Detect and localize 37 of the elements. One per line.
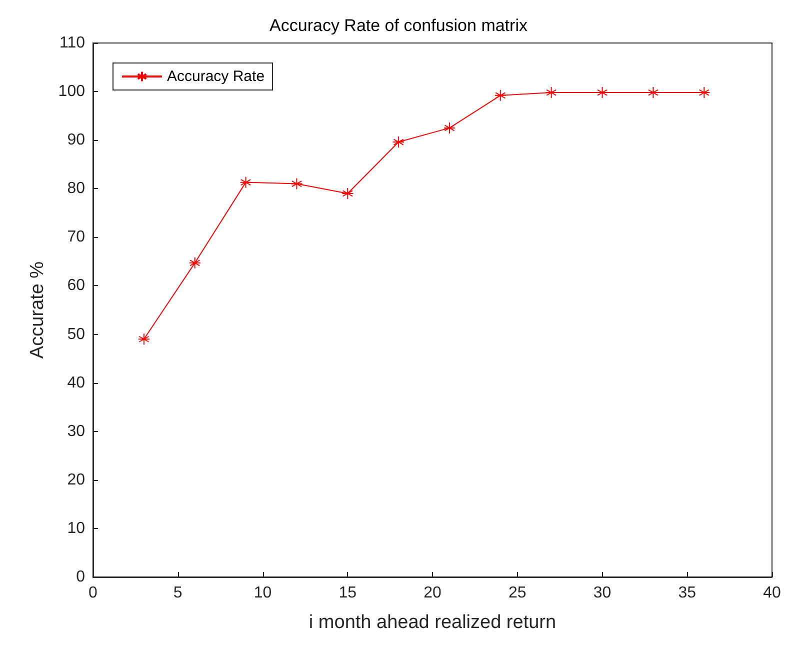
point xyxy=(188,256,201,269)
point xyxy=(494,89,506,102)
y-tick-label: 20 xyxy=(67,471,86,488)
y-tick-label: 110 xyxy=(59,34,86,52)
y-tick-label: 0 xyxy=(76,568,86,586)
x-tick-label: 30 xyxy=(593,584,612,602)
point xyxy=(290,178,303,190)
x-axis-title: i month ahead realized return xyxy=(308,612,556,633)
x-tick-label: 15 xyxy=(338,584,357,602)
y-tick-label: 80 xyxy=(67,180,86,198)
point xyxy=(342,187,354,200)
y-tick-label: 30 xyxy=(67,422,86,440)
point xyxy=(138,333,150,346)
x-tick-label: 40 xyxy=(763,584,781,602)
point xyxy=(392,136,405,148)
y-tick-label: 10 xyxy=(67,520,86,537)
x-tick-label: 10 xyxy=(254,584,272,602)
y-tick-label: 60 xyxy=(67,277,86,294)
y-tick-label: 90 xyxy=(67,132,86,149)
x-tick-label: 20 xyxy=(424,584,442,602)
point xyxy=(240,176,252,188)
y-tick-label: 50 xyxy=(67,326,86,343)
legend-label: Accuracy Rate xyxy=(167,68,265,85)
x-tick-label: 35 xyxy=(678,584,696,602)
point xyxy=(545,86,558,99)
point xyxy=(647,86,660,99)
y-axis-title: Accurate % xyxy=(27,261,48,359)
y-tick-label: 100 xyxy=(58,83,86,100)
y-tick-label: 70 xyxy=(67,228,86,246)
point xyxy=(698,86,710,99)
y-tick-label: 40 xyxy=(67,374,86,392)
point xyxy=(596,86,608,99)
point xyxy=(443,122,456,134)
x-tick-label: 25 xyxy=(508,584,526,602)
chart-title: Accuracy Rate of confusion matrix xyxy=(270,16,528,35)
x-tick-label: 0 xyxy=(88,584,98,602)
x-tick-label: 5 xyxy=(173,584,182,602)
